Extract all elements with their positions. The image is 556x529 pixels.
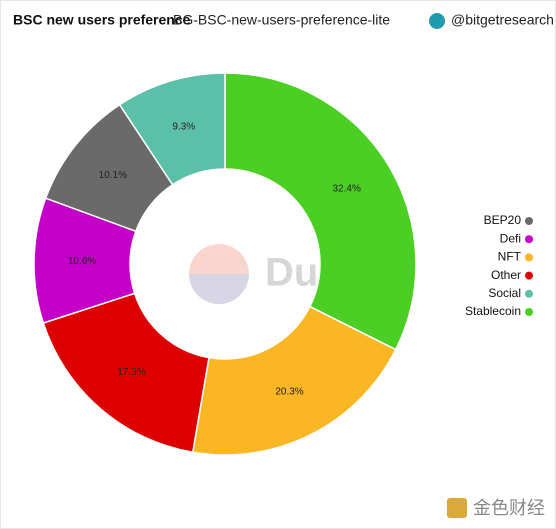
legend-label: Social <box>488 286 521 300</box>
chart-title: BSC new users preference <box>13 12 191 28</box>
source-icon <box>447 498 467 518</box>
legend-swatch <box>525 271 533 280</box>
data-label: 10.1% <box>99 170 127 181</box>
legend-label: NFT <box>498 250 522 264</box>
data-label: 10.6% <box>68 256 96 267</box>
donut-slice <box>118 72 226 186</box>
source-logo: 金色财经 <box>473 498 545 518</box>
donut-slice <box>224 72 417 351</box>
legend-swatch <box>525 235 533 244</box>
legend-swatch <box>525 289 533 298</box>
data-label: 20.3% <box>275 386 303 397</box>
data-label: 32.4% <box>333 184 361 195</box>
legend-label: BEP20 <box>484 213 522 227</box>
legend-label: Stablecoin <box>465 304 521 318</box>
legend-swatch <box>525 253 533 262</box>
legend-label: Defi <box>500 231 521 245</box>
watermark-logo <box>189 244 249 304</box>
legend-swatch <box>525 308 533 316</box>
donut-slice <box>42 292 210 454</box>
watermark-bottom <box>189 274 249 304</box>
legend-swatch <box>525 217 533 225</box>
donut-slice <box>191 305 397 456</box>
data-label: 17.3% <box>117 367 145 378</box>
watermark-top <box>189 244 249 274</box>
author: @bitgetresearch <box>451 12 554 28</box>
chart-subtitle: BG-BSC-new-users-preference-lite <box>173 12 390 28</box>
data-label: 9.3% <box>172 122 195 133</box>
author-avatar <box>429 13 445 29</box>
legend-label: Other <box>491 268 521 282</box>
